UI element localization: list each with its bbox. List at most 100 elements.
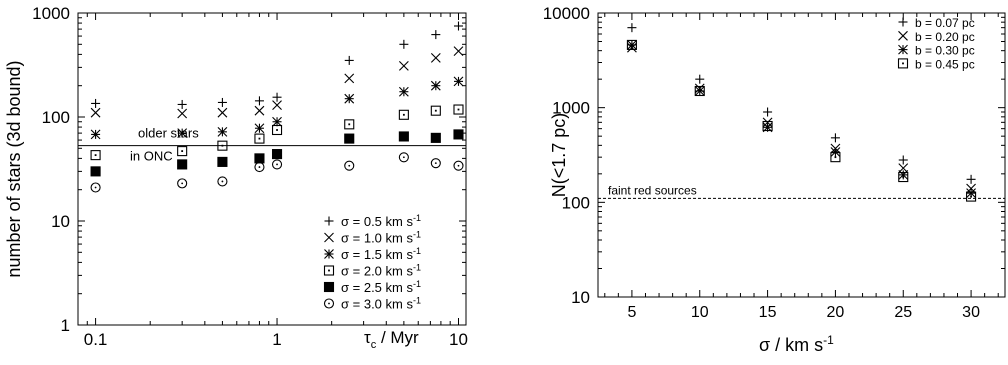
- data-point-asterisk: [430, 80, 441, 91]
- data-point-asterisk: [254, 123, 265, 134]
- marker-square: [323, 281, 335, 293]
- marker-square: [217, 140, 228, 151]
- y-axis-label: number of stars (3d bound): [4, 60, 24, 277]
- marker-dot: [834, 156, 837, 159]
- data-point-plus: [627, 23, 637, 33]
- marker-stroke: [177, 108, 188, 119]
- data-point-dotted-circle: [271, 159, 283, 170]
- data-point-cross: [272, 100, 282, 111]
- data-point-plus: [830, 133, 840, 143]
- legend-marker-filled-square: [323, 281, 335, 293]
- data-point-plus: [272, 92, 282, 102]
- data-point-asterisk: [217, 126, 228, 137]
- legend-marker-asterisk: [898, 44, 908, 55]
- data-point-dotted-square: [762, 120, 773, 132]
- marker-dot: [631, 44, 633, 46]
- data-point-cross: [398, 61, 409, 71]
- marker-dot: [402, 113, 405, 116]
- legend-label: b = 0.45 pc: [915, 57, 975, 71]
- marker-dot: [94, 186, 97, 189]
- legend-label: b = 0.20 pc: [915, 30, 975, 44]
- legend-label: σ = 1.0 km s-1: [341, 230, 421, 246]
- legend-marker-plus: [324, 216, 334, 226]
- data-point-dotted-square: [966, 191, 977, 202]
- data-point-filled-square: [344, 133, 355, 144]
- marker-square: [217, 156, 228, 167]
- marker-circle: [90, 182, 101, 193]
- legend: σ = 0.5 km s-1σ = 1.0 km s-1σ = 1.5 km s…: [323, 213, 421, 312]
- x-tick-label: 5: [627, 304, 636, 321]
- marker-circle: [177, 178, 188, 189]
- y-axis-label: N(<1.7 pc): [549, 113, 569, 198]
- legend-label-superscript: -1: [413, 213, 421, 223]
- data-point-dotted-circle: [177, 178, 188, 189]
- data-point-dotted-square: [90, 150, 101, 161]
- y-tick-label: 10: [51, 212, 70, 231]
- data-point-plus: [91, 98, 101, 108]
- marker-square: [90, 150, 101, 161]
- marker-stroke: [254, 105, 265, 116]
- legend-label: σ = 3.0 km s-1: [341, 296, 421, 312]
- x-tick-label: 25: [894, 304, 912, 321]
- marker-square: [90, 166, 101, 177]
- legend-marker-plus: [898, 17, 908, 27]
- data-point-dotted-circle: [398, 152, 409, 163]
- legend-label: b = 0.30 pc: [915, 44, 975, 58]
- marker-stroke: [324, 232, 334, 243]
- data-point-dotted-square: [217, 140, 228, 151]
- data-point-asterisk: [272, 116, 282, 127]
- legend-marker-cross: [898, 30, 908, 41]
- x-tick-label: 1: [272, 330, 281, 349]
- left-chart-panel: 1 10 100 1000 0.1 1 10 older stars in ONC σ = 0.5…: [4, 4, 468, 351]
- marker-square: [453, 104, 464, 115]
- data-point-plus: [177, 99, 187, 109]
- x-tick-label: 10: [449, 330, 468, 349]
- data-point-filled-square: [453, 129, 464, 140]
- legend-marker-dotted-square: [323, 265, 335, 276]
- data-point-dotted-square: [344, 119, 355, 130]
- data-point-cross: [430, 53, 441, 63]
- marker-stroke: [966, 183, 976, 194]
- legend-label-superscript: -1: [413, 279, 421, 289]
- marker-square: [254, 153, 265, 164]
- marker-dot: [402, 156, 405, 159]
- marker-square: [271, 149, 283, 160]
- data-point-plus: [453, 21, 463, 31]
- marker-dot: [328, 269, 330, 272]
- marker-stroke: [90, 107, 101, 118]
- data-point-dotted-square: [398, 109, 409, 120]
- data-point-dotted-square: [177, 146, 188, 157]
- y-tick-label: 10000: [543, 4, 590, 23]
- data-point-plus: [763, 107, 773, 117]
- y-tick-label: 10: [571, 288, 590, 307]
- x-axis-label-rest: / Myr: [376, 328, 419, 347]
- legend-label-superscript: -1: [413, 296, 421, 306]
- marker-circle: [430, 158, 441, 169]
- marker-stroke: [398, 61, 409, 71]
- marker-dot: [258, 166, 261, 168]
- data-point-plus: [966, 174, 976, 184]
- data-point-cross: [90, 107, 101, 118]
- marker-circle: [453, 160, 464, 171]
- right-chart-panel: 10 100 1000 10000 5 10 15 20 25 30 faint red sourc…: [543, 4, 1006, 355]
- data-point-dotted-circle: [430, 158, 441, 169]
- legend-label-superscript: -1: [413, 263, 421, 273]
- marker-dot: [457, 164, 460, 167]
- marker-dot: [258, 137, 261, 140]
- marker-dot: [276, 129, 278, 131]
- y-tick-label: 1000: [32, 4, 70, 23]
- data-point-filled-square: [398, 131, 409, 142]
- marker-square: [898, 171, 909, 183]
- x-tick-label: 10: [691, 304, 709, 321]
- x-axis-label: τc / Myr: [364, 328, 419, 351]
- marker-stroke: [344, 73, 355, 84]
- data-points: [626, 23, 977, 202]
- legend-marker-dotted-square: [897, 58, 909, 69]
- legend-label: σ = 0.5 km s-1: [341, 213, 421, 229]
- marker-square: [966, 191, 977, 202]
- marker-stroke: [453, 46, 464, 57]
- data-point-plus: [399, 39, 409, 49]
- legend-marker-cross: [324, 232, 334, 243]
- data-point-filled-square: [217, 156, 228, 167]
